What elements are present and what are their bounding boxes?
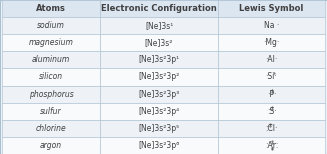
Text: sulfur: sulfur xyxy=(40,107,62,116)
Text: phosphorus: phosphorus xyxy=(29,90,73,99)
Text: aluminum: aluminum xyxy=(32,55,70,64)
Bar xyxy=(2,68,100,85)
Bar xyxy=(218,85,325,103)
Text: ·Al·: ·Al· xyxy=(266,55,278,64)
Bar xyxy=(2,120,100,137)
Text: [Ne]3s²3p⁶: [Ne]3s²3p⁶ xyxy=(138,141,180,150)
Text: ·P·: ·P· xyxy=(267,90,276,99)
Bar xyxy=(100,51,218,68)
Text: :Cl·: :Cl· xyxy=(265,124,278,133)
Text: [Ne]3s²3p¹: [Ne]3s²3p¹ xyxy=(138,55,180,64)
Bar xyxy=(2,17,100,34)
Bar xyxy=(100,85,218,103)
Text: [Ne]3s²3p³: [Ne]3s²3p³ xyxy=(138,90,180,99)
Bar xyxy=(218,34,325,51)
Bar xyxy=(100,17,218,34)
Text: magnesium: magnesium xyxy=(28,38,74,47)
Text: :Ar:: :Ar: xyxy=(265,141,278,150)
Bar xyxy=(2,85,100,103)
Bar xyxy=(218,68,325,85)
Text: chlorine: chlorine xyxy=(36,124,66,133)
Bar xyxy=(218,51,325,68)
Bar xyxy=(100,0,218,17)
Bar xyxy=(2,51,100,68)
Text: ·Si·: ·Si· xyxy=(266,72,277,81)
Text: Atoms: Atoms xyxy=(36,4,66,13)
Text: sodium: sodium xyxy=(37,21,65,30)
Text: Na ·: Na · xyxy=(264,21,279,30)
Bar xyxy=(2,103,100,120)
Text: Lewis Symbol: Lewis Symbol xyxy=(239,4,304,13)
Text: argon: argon xyxy=(40,141,62,150)
Bar xyxy=(100,68,218,85)
Text: [Ne]3s²3p⁴: [Ne]3s²3p⁴ xyxy=(138,107,180,116)
Bar xyxy=(2,137,100,154)
Text: [Ne]3s²3p²: [Ne]3s²3p² xyxy=(138,72,180,81)
Text: Electronic Configuration: Electronic Configuration xyxy=(101,4,217,13)
Bar xyxy=(100,137,218,154)
Text: :S·: :S· xyxy=(267,107,276,116)
Bar xyxy=(100,120,218,137)
Bar xyxy=(2,0,100,17)
Bar xyxy=(100,34,218,51)
Text: [Ne]3s¹: [Ne]3s¹ xyxy=(145,21,173,30)
Bar xyxy=(218,120,325,137)
Bar xyxy=(218,137,325,154)
Bar xyxy=(100,103,218,120)
Text: ·Mg·: ·Mg· xyxy=(263,38,280,47)
Text: [Ne]3s²: [Ne]3s² xyxy=(145,38,173,47)
Text: silicon: silicon xyxy=(39,72,63,81)
Bar xyxy=(2,34,100,51)
Bar xyxy=(218,17,325,34)
Bar xyxy=(218,0,325,17)
Text: [Ne]3s²3p⁵: [Ne]3s²3p⁵ xyxy=(138,124,180,133)
Bar xyxy=(218,103,325,120)
